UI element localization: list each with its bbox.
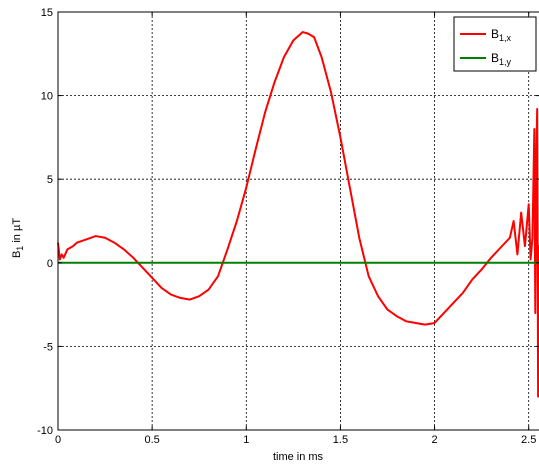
plot-background: [58, 12, 539, 430]
legend-label-b1x-sub: 1,x: [499, 33, 512, 43]
legend: B1,x B1,y: [453, 16, 537, 72]
x-tick-label: 2: [432, 434, 438, 446]
plot-frame: [57, 11, 539, 431]
y-axis-label: B1 in µT: [11, 218, 25, 258]
y-axis-ticks: -10 -5 0 5 10 15: [37, 7, 539, 437]
y-tick-label: 0: [47, 258, 53, 270]
legend-label-b1y-main: B: [491, 51, 499, 65]
x-tick-label: 2.5: [521, 434, 536, 446]
legend-box: [453, 16, 537, 72]
series-lines: [57, 31, 539, 398]
y-axis-label-rest: in µT: [11, 218, 23, 246]
y-axis-label-main: B: [11, 251, 23, 258]
legend-label-b1x-main: B: [491, 27, 499, 41]
x-tick-label: 0.5: [144, 434, 159, 446]
y-axis-label-sub: 1: [15, 246, 25, 251]
y-tick-label: 15: [41, 7, 53, 19]
series-line-b1x: [57, 31, 539, 398]
x-axis-ticks: 0 0.5 1 1.5 2 2.5: [55, 12, 536, 446]
x-tick-label: 0: [55, 434, 61, 446]
x-axis-label: time in ms: [273, 451, 324, 463]
y-tick-label: 10: [41, 91, 53, 103]
legend-label-b1x: B1,x: [491, 27, 512, 43]
x-tick-label: 1: [243, 434, 249, 446]
y-tick-label: 5: [47, 174, 53, 186]
x-tick-label: 1.5: [333, 434, 348, 446]
y-tick-label: -5: [43, 341, 53, 353]
y-tick-label: -10: [37, 425, 53, 437]
legend-label-b1y-sub: 1,y: [499, 57, 512, 67]
legend-label-b1y: B1,y: [491, 51, 512, 67]
